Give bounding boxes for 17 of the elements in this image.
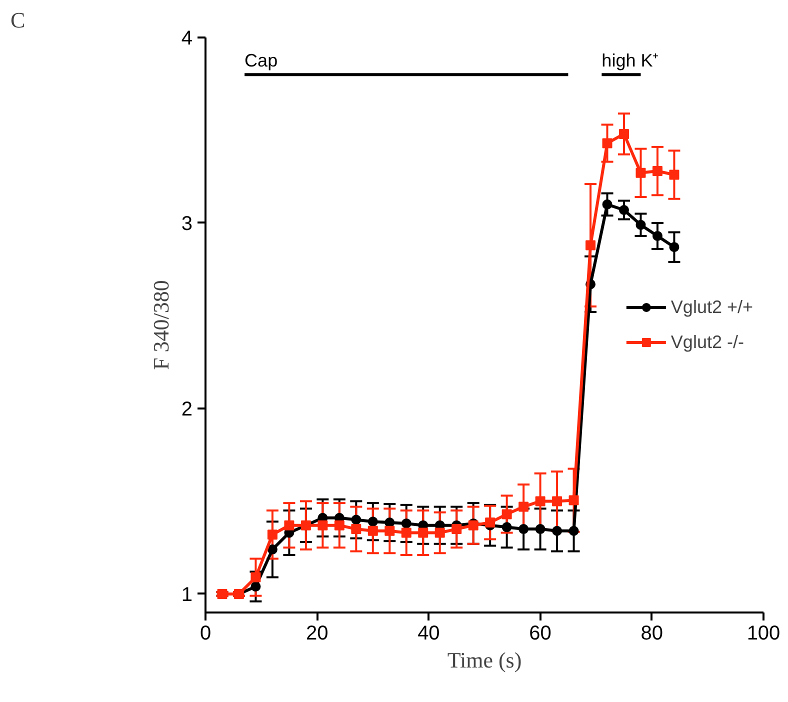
annotation: high K⁺ — [602, 50, 659, 71]
x-tick-label: 20 — [306, 622, 328, 644]
y-tick-label: 1 — [181, 584, 192, 606]
text: C — [10, 8, 26, 32]
x-tick-label: 60 — [529, 622, 552, 644]
x-tick-label: 80 — [640, 622, 664, 644]
annotation: Cap — [244, 50, 278, 71]
x-axis-title: Time (s) — [447, 648, 522, 672]
legend-label: Vglut2 -/- — [670, 332, 744, 352]
y-tick-label: 2 — [181, 398, 192, 420]
x-tick-label: 100 — [746, 622, 780, 644]
y-axis-title: F 340/380 — [148, 280, 174, 370]
y-tick-label: 3 — [181, 212, 192, 235]
x-tick-label: 0 — [200, 622, 212, 644]
legend-label: Vglut2 +/+ — [670, 296, 753, 318]
x-tick-label: 40 — [418, 622, 440, 644]
y-tick-label: 4 — [181, 28, 192, 50]
